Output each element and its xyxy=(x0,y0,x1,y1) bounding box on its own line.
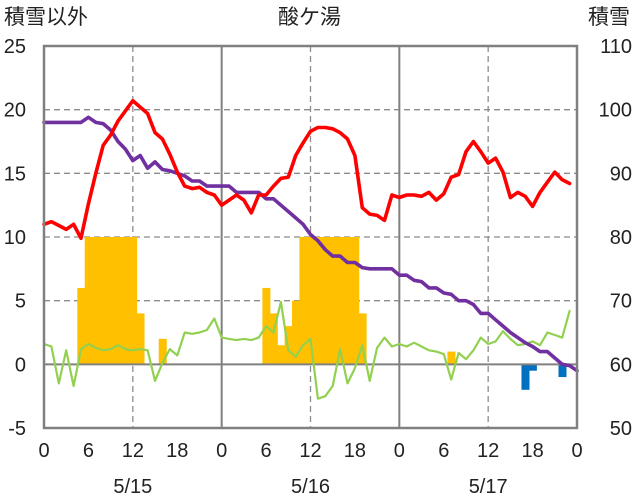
left-tick-label: 15 xyxy=(4,163,26,185)
left-tick-label: 20 xyxy=(4,100,26,122)
x-tick-label: 12 xyxy=(477,440,499,462)
orange-bar xyxy=(77,287,86,365)
blue-bar xyxy=(558,364,567,378)
right-tick-label: 100 xyxy=(599,100,632,122)
x-tick-label: 12 xyxy=(299,440,321,462)
plot-border xyxy=(42,44,579,430)
left-tick-label: 0 xyxy=(15,354,26,376)
left-tick-label: 5 xyxy=(15,291,26,313)
right-tick-label: 50 xyxy=(610,418,632,440)
left-tick-label: -5 xyxy=(8,418,26,440)
orange-bar xyxy=(329,237,338,365)
orange-bar xyxy=(114,237,123,365)
right-axis-label: 積雪 xyxy=(588,6,630,29)
orange-bar xyxy=(306,237,315,365)
red-series-line xyxy=(42,99,572,241)
day-label: 5/15 xyxy=(113,476,152,498)
chart-title: 酸ケ湯 xyxy=(278,6,341,29)
green-series-line xyxy=(42,300,571,400)
x-tick-label: 0 xyxy=(216,440,227,462)
x-tick-label: 18 xyxy=(344,440,366,462)
orange-bar xyxy=(351,237,360,365)
right-tick-label: 110 xyxy=(600,36,632,58)
orange-bar xyxy=(99,237,108,365)
x-tick-label: 6 xyxy=(83,440,94,462)
orange-bar xyxy=(269,313,278,365)
x-tick-label: 6 xyxy=(261,440,272,462)
right-tick-label: 90 xyxy=(610,163,632,185)
orange-bar xyxy=(129,237,138,365)
orange-bar xyxy=(291,300,300,365)
line-series xyxy=(42,99,579,400)
orange-bar xyxy=(84,237,93,365)
purple-series-line xyxy=(42,115,579,373)
bar-series xyxy=(77,237,567,390)
orange-bar xyxy=(314,237,323,365)
left-tick-label: 25 xyxy=(4,36,26,58)
orange-bar xyxy=(277,345,286,365)
orange-bar xyxy=(121,237,130,365)
orange-bar xyxy=(136,313,145,365)
x-tick-label: 0 xyxy=(394,440,405,462)
orange-bar xyxy=(336,237,345,365)
x-tick-label: 0 xyxy=(571,440,582,462)
x-tick-label: 0 xyxy=(38,440,49,462)
orange-bar xyxy=(321,237,330,365)
orange-bar xyxy=(358,313,367,365)
right-tick-label: 70 xyxy=(610,291,632,313)
orange-bar xyxy=(106,237,115,365)
day-label: 5/17 xyxy=(469,476,508,498)
x-tick-label: 12 xyxy=(122,440,144,462)
day-label: 5/16 xyxy=(291,476,330,498)
left-tick-label: 10 xyxy=(4,227,26,249)
blue-bar xyxy=(521,364,530,390)
right-tick-label: 60 xyxy=(610,354,632,376)
left-axis-label: 積雪以外 xyxy=(4,6,88,29)
x-tick-label: 18 xyxy=(166,440,188,462)
plot-frame xyxy=(42,44,579,430)
orange-bar xyxy=(158,338,167,365)
orange-bar xyxy=(299,237,308,365)
x-tick-label: 18 xyxy=(521,440,543,462)
orange-bar xyxy=(92,237,101,365)
blue-bar xyxy=(528,364,537,371)
orange-bar xyxy=(343,237,352,365)
right-tick-label: 80 xyxy=(610,227,632,249)
x-tick-label: 6 xyxy=(438,440,449,462)
orange-bar xyxy=(447,351,456,365)
